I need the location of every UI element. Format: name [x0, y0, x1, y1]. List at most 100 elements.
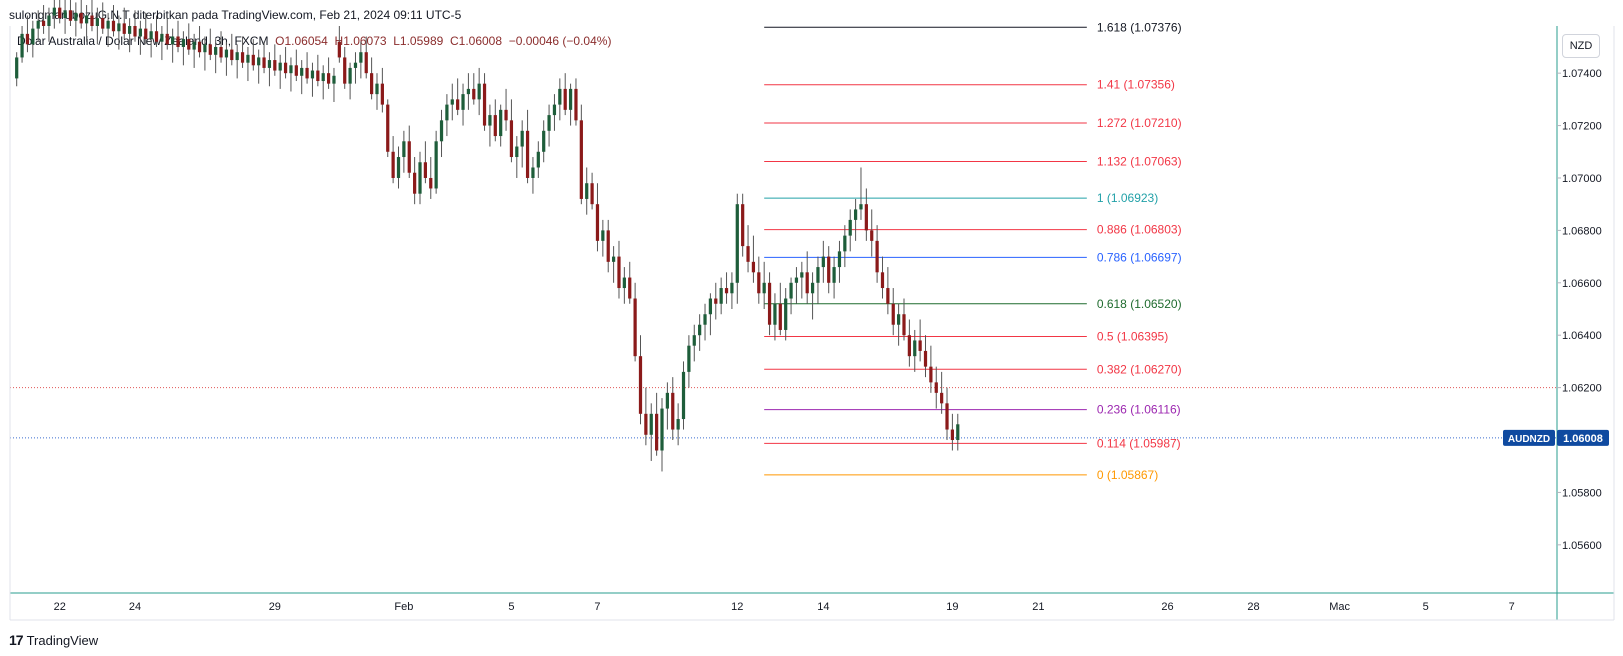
legend-change: −0.00046 (−0.04%) [508, 34, 612, 48]
candle-body-174 [950, 429, 955, 441]
candle-body-13 [84, 15, 89, 24]
candle-body-130 [714, 298, 718, 304]
candle-body-42 [240, 52, 245, 63]
time-axis-ticks[interactable]: 22 24 29 Feb 5 7 12 14 19 21 26 28 Mac 5 7 [54, 601, 1515, 613]
candle-body-80 [445, 104, 449, 121]
candle-body-74 [413, 172, 417, 194]
candle-body-51 [289, 65, 293, 74]
candle-body-173 [945, 403, 949, 430]
candle-body-156 [853, 209, 858, 220]
x-tick-label-12: Mac [1329, 601, 1350, 613]
symbol-badge-label: AUDNZD [1508, 434, 1550, 445]
candle-body-82 [456, 99, 460, 110]
x-tick-label-5: 7 [594, 601, 600, 613]
candle-body-124 [681, 371, 686, 420]
currency-button[interactable]: NZD [1562, 34, 1600, 58]
candle-body-29 [171, 36, 175, 45]
candlestick-series [15, 0, 960, 472]
y-tick-label-9: 1.05600 [1562, 540, 1602, 552]
candle-body-73 [407, 141, 411, 173]
x-tick-label-1: 24 [129, 601, 141, 613]
legend-symbol-name[interactable]: Dolar Australia / Dolar New Zealand [17, 34, 208, 48]
candle-body-142 [778, 303, 782, 330]
candle-body-115 [633, 298, 637, 357]
candle-body-56 [316, 70, 320, 82]
candle-body-157 [859, 204, 863, 210]
candle-body-147 [805, 272, 809, 294]
fib-level-label-8: 0.5 (1.06395) [1097, 330, 1168, 344]
candle-body-8 [58, 7, 62, 19]
fibonacci-retracement[interactable]: 1.618 (1.07376) 1.41 (1.07356) 1.272 (1.07… [764, 20, 1182, 482]
candle-body-81 [450, 99, 454, 105]
candle-body-79 [439, 120, 444, 142]
fib-level-label-7: 0.618 (1.06520) [1097, 297, 1182, 311]
candle-body-6 [47, 15, 51, 26]
candle-body-50 [283, 62, 288, 74]
candle-body-127 [698, 324, 702, 336]
candle-body-64 [359, 52, 363, 63]
publication-attribution: sulongmarubozuG.N.T diterbitkan pada Tra… [9, 8, 462, 22]
candle-body-133 [730, 282, 734, 294]
candle-body-116 [638, 356, 643, 414]
candle-body-83 [461, 94, 465, 110]
candle-body-55 [310, 70, 315, 79]
fib-level-label-0: 1.618 (1.07376) [1097, 20, 1182, 34]
candle-body-45 [257, 57, 261, 66]
candle-body-163 [891, 303, 895, 325]
candle-body-123 [676, 419, 680, 430]
candle-body-20 [122, 23, 126, 34]
candle-body-110 [606, 230, 610, 262]
candle-body-60 [337, 41, 341, 58]
candle-body-129 [708, 298, 713, 315]
tradingview-logo[interactable]: 17 TradingView [9, 632, 98, 648]
candle-body-169 [923, 350, 928, 367]
candle-body-46 [262, 57, 266, 68]
candle-body-146 [800, 272, 804, 278]
candle-body-66 [369, 73, 374, 95]
price-axis-ticks[interactable]: 1.07400 1.07200 1.07000 1.06800 1.06600 1.064… [1557, 68, 1602, 552]
candle-body-72 [402, 141, 406, 158]
candle-body-65 [364, 52, 368, 74]
candle-body-91 [504, 109, 508, 121]
candle-body-125 [687, 345, 691, 372]
legend-open: O1.06054 [275, 34, 328, 48]
candle-body-106 [585, 183, 589, 199]
candle-body-54 [305, 67, 309, 79]
y-tick-label-6: 1.06200 [1562, 383, 1602, 395]
candle-body-151 [827, 256, 831, 283]
candle-body-150 [821, 256, 825, 268]
fib-level-label-1: 1.41 (1.07356) [1097, 78, 1175, 92]
candle-body-159 [870, 230, 874, 241]
candle-body-144 [789, 282, 793, 299]
candle-body-145 [794, 277, 799, 283]
candle-body-101 [558, 88, 562, 105]
candle-body-152 [832, 267, 836, 283]
candle-body-87 [482, 83, 487, 126]
candle-body-85 [472, 88, 476, 100]
x-tick-label-4: 5 [508, 601, 514, 613]
candle-body-158 [864, 204, 868, 231]
candle-body-68 [380, 83, 384, 105]
candle-body-70 [391, 151, 395, 178]
candle-body-36 [208, 44, 212, 55]
candle-body-89 [493, 115, 497, 137]
price-badge-value: 1.06008 [1563, 433, 1603, 445]
candle-body-153 [837, 251, 842, 268]
symbol-legend: Dolar Australia / Dolar New Zealand, 3h,… [17, 34, 612, 48]
x-tick-label-14: 7 [1509, 601, 1515, 613]
candle-body-3 [31, 28, 35, 45]
candle-body-104 [574, 88, 578, 121]
candle-body-27 [160, 33, 164, 42]
candle-body-44 [251, 54, 255, 66]
candle-body-109 [601, 230, 605, 241]
current-price-badge: AUDNZD 1.06008 [1503, 429, 1609, 446]
x-tick-label-10: 26 [1161, 601, 1173, 613]
symbol-badge [1503, 429, 1555, 446]
candle-body-12 [79, 12, 83, 24]
candle-body-112 [617, 256, 621, 289]
candle-body-170 [929, 366, 933, 383]
fib-level-label-5: 0.886 (1.06803) [1097, 223, 1182, 237]
fib-level-label-10: 0.236 (1.06116) [1097, 403, 1181, 417]
candle-body-119 [655, 413, 659, 451]
